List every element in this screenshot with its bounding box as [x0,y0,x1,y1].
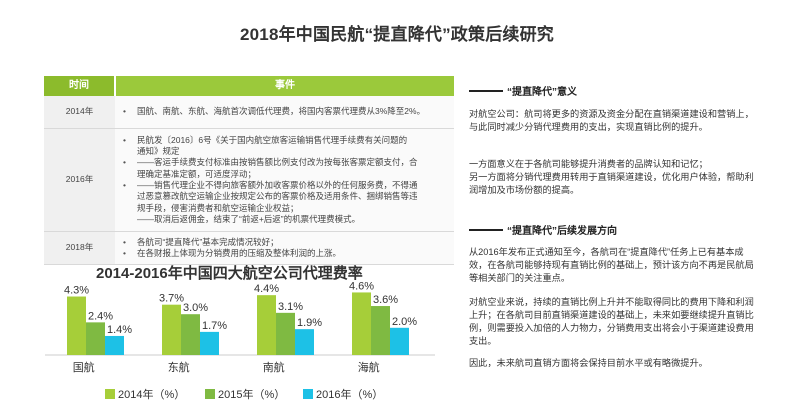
legend-swatch [105,389,115,399]
event-line: 过恶意篡改航空运输企业按规定公布的客票价格及适用条件、捆绑销售等违 [137,191,418,202]
bar [105,335,124,355]
legend-swatch [205,389,215,399]
data-label: 4.6% [349,282,374,292]
event-list: 国航、南航、东航、海航首次调低代理费，将国内客票代理费从3%降至2%。 [123,106,446,118]
category-label: 海航 [358,360,380,374]
paragraph-line: 另一方面将分销代理费用转用于直销渠道建设，优化用户体验，帮助利润增加及市场份额的… [469,172,754,195]
bar [86,322,105,355]
bar [181,314,200,355]
event-cell: 国航、南航、东航、海航首次调低代理费，将国内客票代理费从3%降至2%。 [115,96,454,129]
bar [371,306,390,355]
section-heading-significance: “提直降代”意义 [469,83,577,98]
event-line: 通知》规定 [137,146,180,157]
bar [162,304,181,355]
category-label: 东航 [168,360,190,374]
bar [276,312,295,355]
data-label: 1.7% [202,320,227,332]
event-item: 国航、南航、东航、海航首次调低代理费，将国内客票代理费从3%降至2%。 [123,106,446,118]
table-header-row: 时间 事件 [44,76,454,96]
data-label: 4.3% [64,285,89,297]
event-cell: 各航司“提直降代”基本完成情况较好； 在各财报上体现为分销费用的压缩及整体利润的… [115,231,454,265]
category-label: 国航 [73,360,95,374]
direction-paragraph: 对航空业来说，持续的直销比例上升并不能取得同比的费用下降和利润上升；在各航司目前… [469,297,754,346]
table-row: 2014年 国航、南航、东航、海航首次调低代理费，将国内客票代理费从3%降至2%… [44,96,454,129]
direction-paragraph: 从2016年发布正式通知至今，各航司在“提直降代”任务上已有基本成效，在各航司能… [469,247,754,283]
significance-paragraph: 一方面意义在于各航司能够提升消费者的品牌认知和记忆； 另一方面将分销代理费用转用… [469,158,761,197]
legend-label: 2016年（%） [316,387,383,401]
legend-label: 2015年（%） [218,387,285,401]
event-list: 各航司“提直降代”基本完成情况较好； 在各财报上体现为分销费用的压缩及整体利润的… [123,237,446,260]
section-heading-text: “提直降代”意义 [507,87,577,98]
legend-swatch [303,389,313,399]
table-row: 2016年 民航发〔2016〕6号《关于国内航空旅客运输销售代理手续费有关问题的… [44,128,454,232]
data-label: 3.7% [159,293,184,305]
year-cell: 2018年 [44,231,115,265]
event-list: 民航发〔2016〕6号《关于国内航空旅客运输销售代理手续费有关问题的 通知》规定… [123,135,446,225]
table-row: 2018年 各航司“提直降代”基本完成情况较好； 在各财报上体现为分销费用的压缩… [44,231,454,265]
legend-label: 2014年（%） [118,387,185,401]
header-event: 事件 [115,76,454,96]
data-label: 2.0% [392,316,417,328]
event-line: ——销售代理企业不得向旅客额外加收客票价格以外的任何服务费，不得通 [137,180,418,190]
section-heading-text: “提直降代”后续发展方向 [507,226,617,237]
significance-paragraph: 对航空公司：航司将更多的资源及资金分配在直销渠道建设和营销上，与此同时减少分销代… [469,109,754,132]
year-cell: 2016年 [44,128,115,232]
data-label: 3.6% [373,294,398,306]
bar [67,296,86,355]
event-item: 各航司“提直降代”基本完成情况较好； [123,237,446,249]
event-line: 民航发〔2016〕6号《关于国内航空旅客运输销售代理手续费有关问题的 [137,134,408,145]
event-item: ——销售代理企业不得向旅客额外加收客票价格以外的任何服务费，不得通 过恶意篡改航… [123,180,446,225]
bar [390,327,409,355]
section-heading-direction: “提直降代”后续发展方向 [469,222,617,237]
event-cell: 民航发〔2016〕6号《关于国内航空旅客运输销售代理手续费有关问题的 通知》规定… [115,128,454,232]
bar-chart: 4.3% 2.4% 1.4% 国航 3.7%3.0% 1.7% 东航 4.4% 3.1% 1.9%… [45,282,435,401]
paragraph-line: 一方面意义在于各航司能够提升消费者的品牌认知和记忆； [469,159,708,169]
event-item: 民航发〔2016〕6号《关于国内航空旅客运输销售代理手续费有关问题的 通知》规定 [123,135,446,158]
page-title: 2018年中国民航“提直降代”政策后续研究 [239,25,555,44]
data-label: 4.4% [254,283,279,295]
data-label: 1.9% [297,317,322,329]
header-time: 时间 [44,76,116,96]
event-line: 理确定基准定额，可适度浮动； [137,168,257,179]
bar [257,295,276,355]
event-item: ——客运手续费支付标准由按销售额比例支付改为按每张客票定额支付，合 理确定基准定… [123,157,446,180]
event-line: ——取消后返佣金，结束了“前返+后返”的机票代理费模式。 [137,213,361,224]
event-item: 在各财报上体现为分销费用的压缩及整体利润的上涨。 [123,248,446,260]
heading-dash [469,229,503,232]
data-label: 1.4% [107,324,132,336]
event-line: ——客运手续费支付标准由按销售额比例支付改为按每张客票定额支付，合 [137,157,418,168]
events-table: 时间 事件 2014年 国航、南航、东航、海航首次调低代理费，将国内客票代理费从… [44,76,454,265]
category-label: 南航 [263,360,285,374]
data-label: 3.0% [183,302,208,314]
bar [200,331,219,355]
direction-paragraph: 因此，未来航司直销方面将会保持目前水平或有略微提升。 [469,358,708,368]
heading-dash [469,90,503,93]
data-label: 3.1% [278,301,303,313]
data-label: 2.4% [88,310,113,322]
chart-title: 2014-2016年中国四大航空公司代理费率 [96,265,363,282]
bar [295,329,314,355]
event-line: 规手段，侵害消费者和航空运输企业权益； [137,202,299,213]
year-cell: 2014年 [44,96,115,129]
bar [352,292,371,355]
